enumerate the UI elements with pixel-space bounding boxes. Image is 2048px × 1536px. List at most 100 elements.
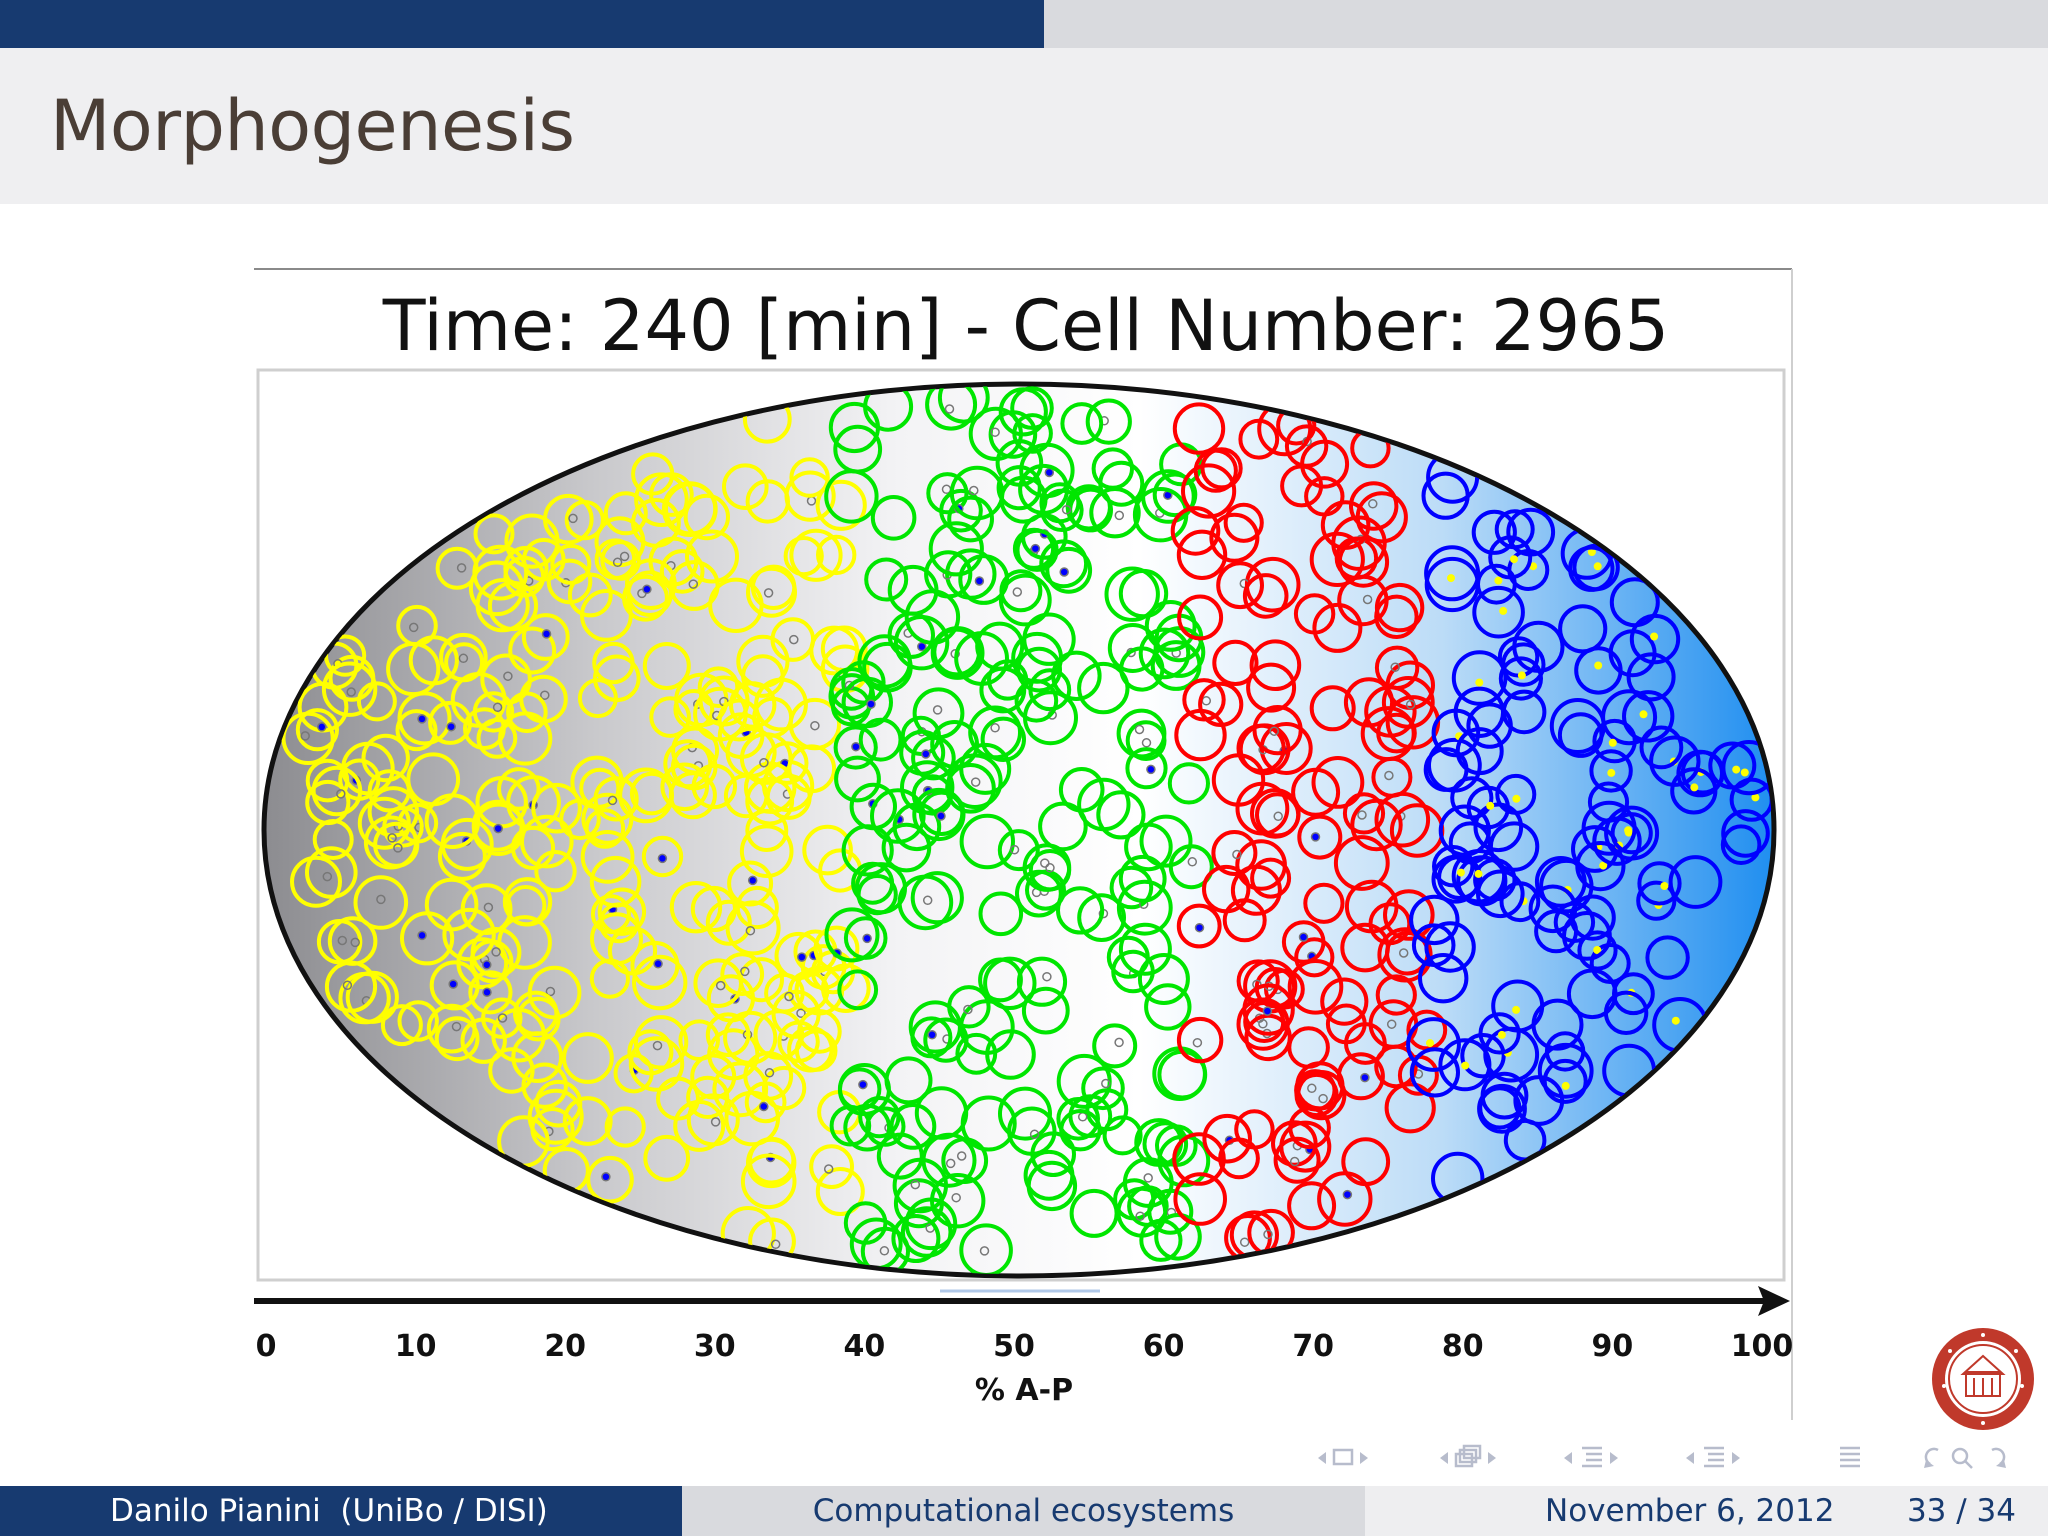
cell-marker-412 xyxy=(1138,627,1191,680)
cell-marker-918 xyxy=(1668,855,1723,909)
cell-marker-226 xyxy=(367,769,411,813)
cell-nucleus-757 xyxy=(1263,1229,1273,1240)
cell-nucleus-329 xyxy=(642,584,652,595)
cell-marker-808 xyxy=(1542,1058,1588,1104)
cell-nucleus-380 xyxy=(917,641,927,652)
cell-marker-707 xyxy=(1383,889,1435,941)
cell-nucleus-151 xyxy=(493,823,503,834)
subsection-prev-icon[interactable] xyxy=(1440,1452,1448,1464)
cell-nucleus-308 xyxy=(601,1172,611,1182)
cell-marker-753 xyxy=(1406,1009,1448,1051)
cell-nucleus-50 xyxy=(337,935,348,946)
section-prev-icon[interactable] xyxy=(1564,1452,1572,1464)
cell-marker-510 xyxy=(1091,447,1135,490)
cell-marker-819 xyxy=(1476,869,1525,919)
cell-nucleus-605 xyxy=(1059,567,1069,577)
cell-marker-503 xyxy=(1118,854,1167,903)
search-icon[interactable] xyxy=(1951,1447,1973,1469)
cell-marker-164 xyxy=(562,1096,613,1146)
cell-marker-304 xyxy=(481,997,523,1039)
cell-nucleus-297 xyxy=(342,980,353,991)
cell-marker-844 xyxy=(1574,646,1623,695)
cell-marker-752 xyxy=(1287,1181,1337,1231)
cell-marker-544 xyxy=(1152,472,1198,518)
cell-marker-387 xyxy=(1116,879,1173,936)
cell-marker-269 xyxy=(584,808,626,849)
cell-nucleus-704 xyxy=(1405,699,1416,710)
cell-marker-315 xyxy=(290,855,342,908)
cell-nucleus-822 xyxy=(1512,794,1521,803)
cell-marker-128 xyxy=(743,1051,794,1101)
cell-nucleus-408 xyxy=(956,1151,967,1161)
cell-marker-563 xyxy=(1007,1106,1057,1156)
cell-nucleus-272 xyxy=(317,722,327,732)
cell-marker-768 xyxy=(1235,781,1290,836)
cell-nucleus-755 xyxy=(1298,932,1309,942)
cell-marker-314 xyxy=(397,1000,439,1042)
cell-marker-479 xyxy=(1107,623,1158,673)
cell-marker-813 xyxy=(1460,1033,1506,1079)
x-tick-label-1: 10 xyxy=(395,1329,437,1364)
cell-nucleus-554 xyxy=(963,1004,973,1015)
cell-marker-864 xyxy=(1603,990,1649,1035)
cell-nucleus-89 xyxy=(417,714,427,724)
x-tick-label-10: 100 xyxy=(1731,1329,1794,1364)
cell-marker-228 xyxy=(380,1004,423,1047)
cell-nucleus-398 xyxy=(1187,857,1198,867)
cell-nucleus-868 xyxy=(1475,678,1484,687)
cell-marker-892 xyxy=(1501,689,1547,735)
cell-marker-548 xyxy=(828,401,881,454)
cell-marker-916 xyxy=(1721,740,1772,796)
cell-marker-232 xyxy=(673,1099,726,1152)
appendix-icon[interactable] xyxy=(1840,1446,1860,1468)
frame-next-icon[interactable] xyxy=(1360,1452,1368,1464)
section-next-icon[interactable] xyxy=(1610,1452,1618,1464)
forward-icon[interactable] xyxy=(1991,1447,2006,1468)
cell-marker-583 xyxy=(968,406,1023,461)
cell-marker-515 xyxy=(1154,1213,1202,1261)
subsection-next-icon[interactable] xyxy=(1488,1452,1496,1464)
cell-nucleus-254 xyxy=(568,513,578,524)
cell-marker-317 xyxy=(476,718,518,759)
cell-marker-711 xyxy=(1176,529,1228,580)
cell-marker-746 xyxy=(1216,561,1264,610)
cell-nucleus-364 xyxy=(970,777,981,787)
back-icon[interactable] xyxy=(1924,1447,1939,1468)
cell-nucleus-888 xyxy=(1593,562,1602,571)
cell-marker-534 xyxy=(864,557,909,602)
cell-marker-144 xyxy=(312,819,354,860)
cell-marker-833 xyxy=(1471,509,1517,555)
cell-marker-617 xyxy=(1246,662,1297,713)
cell-marker-429 xyxy=(1092,1023,1138,1069)
cell-marker-230 xyxy=(508,626,557,675)
cell-marker-475 xyxy=(1056,886,1105,935)
cell-marker-173 xyxy=(815,1167,865,1216)
cell-nucleus-655 xyxy=(1386,1019,1397,1029)
frame-prev-icon[interactable] xyxy=(1318,1452,1326,1464)
cell-marker-204 xyxy=(579,767,621,809)
cell-marker-703 xyxy=(1381,676,1435,729)
cell-marker-325 xyxy=(442,907,496,962)
cell-marker-730 xyxy=(1174,708,1227,762)
figure-frame xyxy=(254,268,1793,1420)
document-next-icon[interactable] xyxy=(1732,1452,1740,1464)
section-icon[interactable] xyxy=(1582,1446,1602,1468)
document-icon[interactable] xyxy=(1704,1446,1724,1468)
cell-marker-120 xyxy=(706,974,756,1023)
cell-marker-579 xyxy=(860,1226,911,1274)
cell-nucleus-47 xyxy=(657,853,668,864)
x-axis xyxy=(254,1286,1790,1316)
cell-marker-83 xyxy=(580,830,635,884)
document-prev-icon[interactable] xyxy=(1686,1452,1694,1464)
cell-nucleus-216 xyxy=(545,986,556,997)
cell-marker-877 xyxy=(1587,781,1630,823)
cell-nucleus-195 xyxy=(759,1101,769,1112)
cell-marker-581 xyxy=(1118,922,1172,976)
cell-marker-590 xyxy=(1077,661,1130,715)
frame-icon[interactable] xyxy=(1332,1448,1354,1466)
cell-marker-865 xyxy=(1610,812,1653,855)
cell-nucleus-764 xyxy=(1390,662,1400,672)
subsection-icon[interactable] xyxy=(1454,1444,1482,1468)
cell-marker-213 xyxy=(678,1019,721,1061)
cell-marker-674 xyxy=(1303,882,1345,924)
